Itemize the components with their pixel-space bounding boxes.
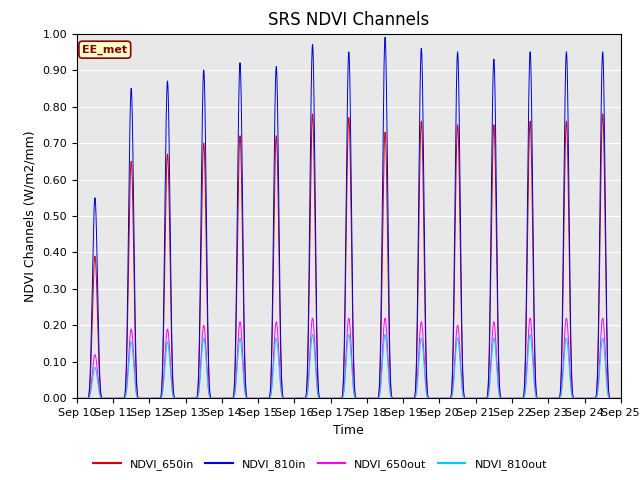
NDVI_650in <box>420 245 428 251</box>
Y-axis label: NDVI Channels (W/m2/mm): NDVI Channels (W/m2/mm) <box>24 130 36 302</box>
NDVI_810out <box>101 396 109 401</box>
NDVI_650out <box>617 396 625 401</box>
NDVI_810in <box>381 35 389 40</box>
NDVI_650in <box>518 396 525 401</box>
NDVI_810out <box>73 396 81 401</box>
NDVI_810in <box>617 396 625 401</box>
NDVI_650in <box>510 396 518 401</box>
NDVI_810in <box>518 396 525 401</box>
NDVI_650out <box>482 396 490 401</box>
NDVI_810out <box>482 396 490 401</box>
NDVI_650out <box>497 395 504 401</box>
NDVI_650in <box>497 394 504 400</box>
NDVI_650in <box>599 111 607 117</box>
NDVI_810in <box>497 394 504 399</box>
Title: SRS NDVI Channels: SRS NDVI Channels <box>268 11 429 29</box>
NDVI_810out <box>617 396 625 401</box>
Legend: NDVI_650in, NDVI_810in, NDVI_650out, NDVI_810out: NDVI_650in, NDVI_810in, NDVI_650out, NDV… <box>89 455 551 474</box>
NDVI_810out <box>497 395 504 401</box>
Text: EE_met: EE_met <box>82 45 127 55</box>
NDVI_810out <box>420 363 428 369</box>
Line: NDVI_650in: NDVI_650in <box>77 114 621 398</box>
NDVI_810out <box>510 396 518 401</box>
NDVI_650out <box>420 354 428 360</box>
X-axis label: Time: Time <box>333 424 364 437</box>
NDVI_650out <box>599 315 607 321</box>
Line: NDVI_650out: NDVI_650out <box>77 318 621 398</box>
NDVI_810out <box>518 396 525 401</box>
NDVI_650in <box>482 396 490 401</box>
NDVI_650out <box>73 396 81 401</box>
NDVI_650out <box>510 396 518 401</box>
NDVI_810in <box>73 396 81 401</box>
NDVI_650in <box>617 396 625 401</box>
NDVI_650in <box>101 396 109 401</box>
NDVI_810out <box>526 332 534 337</box>
NDVI_650in <box>73 396 81 401</box>
NDVI_810in <box>482 396 490 401</box>
NDVI_810in <box>510 396 518 401</box>
NDVI_650out <box>101 396 109 401</box>
NDVI_810in <box>420 208 428 214</box>
Line: NDVI_810out: NDVI_810out <box>77 335 621 398</box>
NDVI_650out <box>518 396 525 401</box>
NDVI_810in <box>101 396 109 401</box>
Line: NDVI_810in: NDVI_810in <box>77 37 621 398</box>
